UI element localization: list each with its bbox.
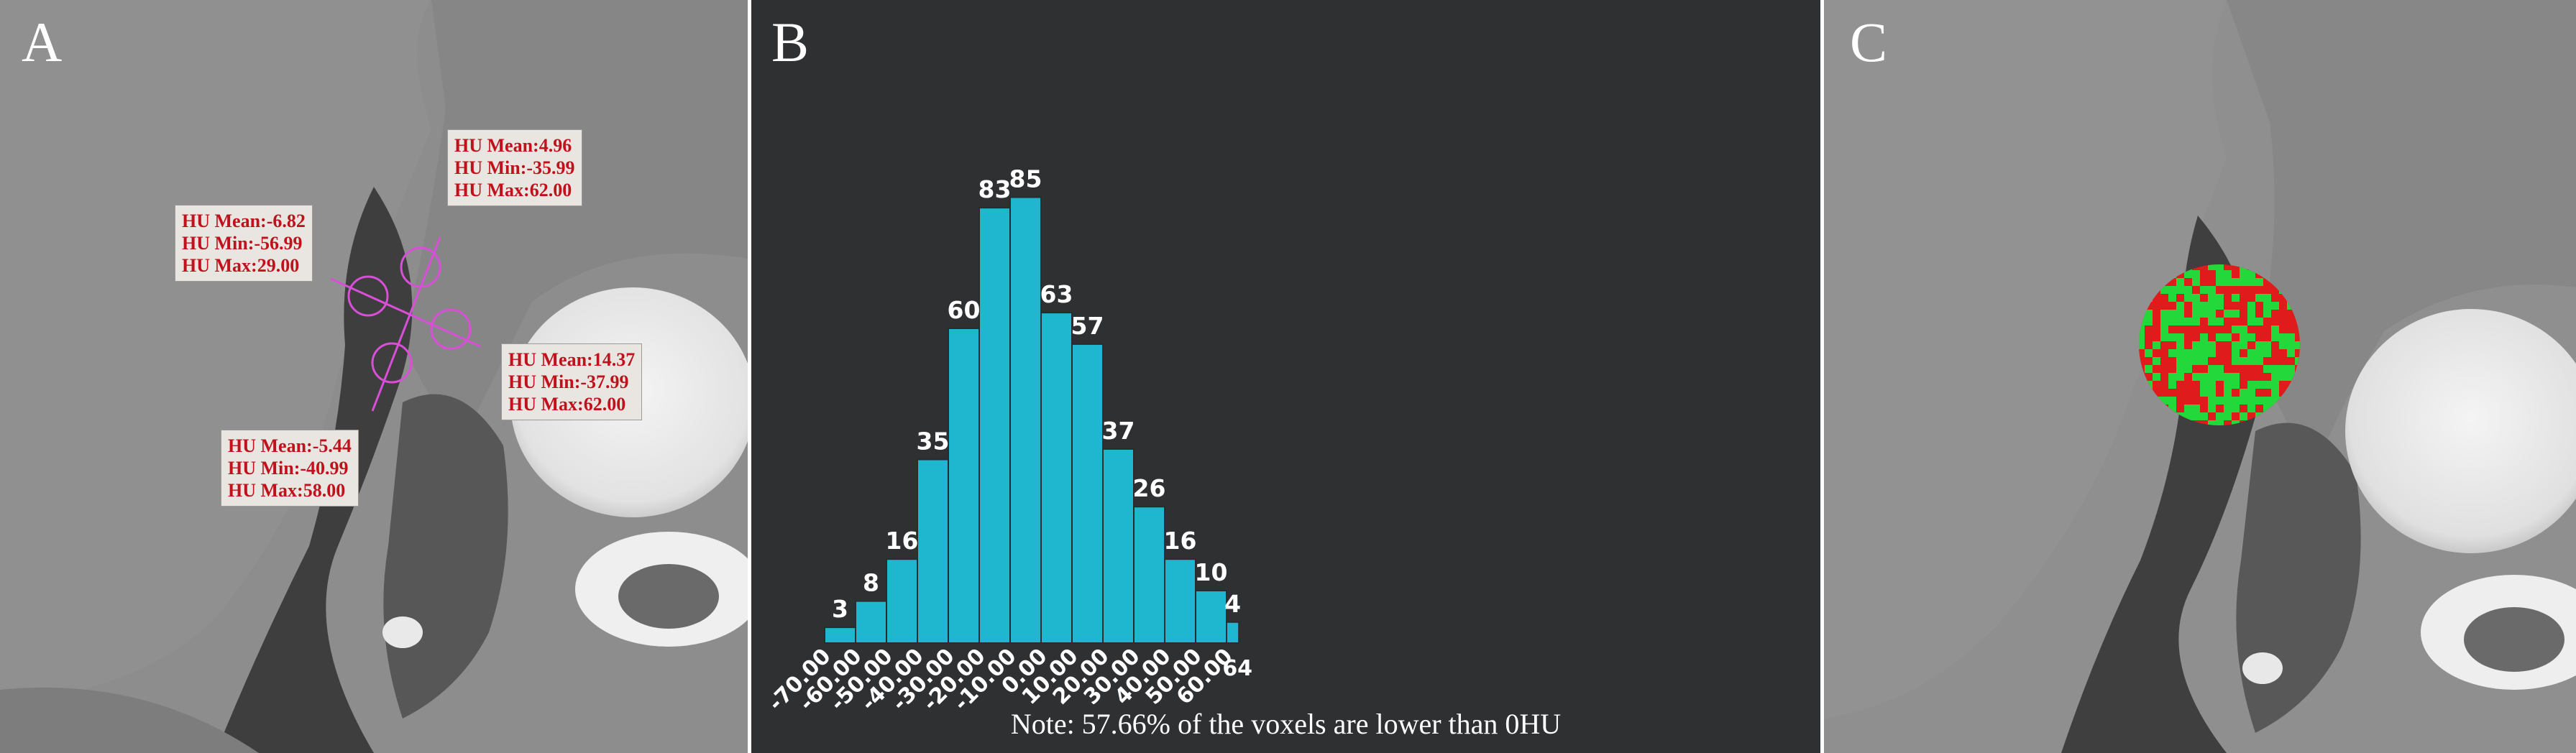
bar-value-label: 10 (1195, 558, 1228, 586)
histogram-panel: 3 8 16 35 60 83 85 63 57 37 26 16 10 4 -70.00 -60.00 -5… (751, 0, 1820, 753)
panel-label-a: A (22, 11, 63, 73)
roi-mean: HU Mean:4.96 (454, 135, 572, 156)
ct-panel-c: C (1824, 0, 2576, 753)
roi-max: HU Max:62.00 (454, 180, 572, 200)
roi-mean: HU Mean:-5.44 (228, 435, 352, 456)
panel-label-c: C (1850, 11, 1888, 73)
roi-min: HU Min:-56.99 (182, 233, 303, 254)
histogram-bar (917, 458, 949, 644)
roi-max: HU Max:29.00 (182, 255, 300, 276)
histogram-bar (855, 600, 887, 644)
roi-min: HU Min:-35.99 (454, 157, 575, 178)
histogram-bar (1226, 621, 1240, 644)
roi-mean: HU Mean:14.37 (508, 349, 636, 370)
panel-label-b: B (771, 11, 810, 73)
histogram-bar (1133, 506, 1165, 645)
bar-value-label: 4 (1224, 590, 1241, 618)
roi-max: HU Max:58.00 (228, 480, 346, 501)
histogram-bar (1102, 448, 1135, 645)
bar-value-label: 3 (832, 595, 848, 623)
histogram-bar (886, 558, 918, 645)
histogram-bar (1040, 312, 1073, 644)
roi-mean: HU Mean:-6.82 (182, 211, 306, 231)
histogram-bar (824, 627, 856, 644)
bar-value-label: 37 (1102, 417, 1135, 445)
roi-stats-box: HU Mean:-5.44 HU Min:-40.99 HU Max:58.00 (221, 430, 359, 507)
bar-value-label: 83 (978, 175, 1012, 203)
histogram-bar (1071, 343, 1104, 644)
roi-stats-box: HU Mean:4.96 HU Min:-35.99 HU Max:62.00 (447, 129, 582, 206)
roi-markers (330, 236, 481, 412)
roi-stats-box: HU Mean:14.37 HU Min:-37.99 HU Max:62.00 (501, 343, 643, 420)
bar-value-label: 16 (1164, 527, 1197, 555)
bar-value-label: 57 (1071, 312, 1104, 340)
bar-value-label: 16 (886, 527, 919, 555)
roi-min: HU Min:-37.99 (508, 371, 629, 392)
histogram-bar (1009, 196, 1042, 644)
bar-value-label: 60 (948, 296, 981, 324)
ct-panel-a: HU Mean:4.96 HU Min:-35.99 HU Max:62.00 … (0, 0, 748, 753)
histogram-bar (948, 328, 980, 644)
x-tick-label: 64 (1222, 656, 1252, 681)
bar-value-label: 8 (863, 569, 879, 597)
histogram-bar (1164, 558, 1196, 645)
roi-stats-box: HU Mean:-6.82 HU Min:-56.99 HU Max:29.00 (175, 205, 313, 282)
histogram-bar (1195, 590, 1227, 644)
bar-value-label: 35 (917, 428, 950, 456)
bar-value-label: 85 (1009, 165, 1042, 193)
roi-min: HU Min:-40.99 (228, 458, 349, 479)
histogram-bar (978, 207, 1011, 645)
chart-note: Note: 57.66% of the voxels are lower tha… (1010, 708, 1562, 740)
ct-image-c (1824, 0, 2576, 753)
bar-value-label: 63 (1040, 280, 1073, 308)
bar-value-label: 26 (1133, 474, 1166, 502)
roi-max: HU Max:62.00 (508, 394, 626, 415)
